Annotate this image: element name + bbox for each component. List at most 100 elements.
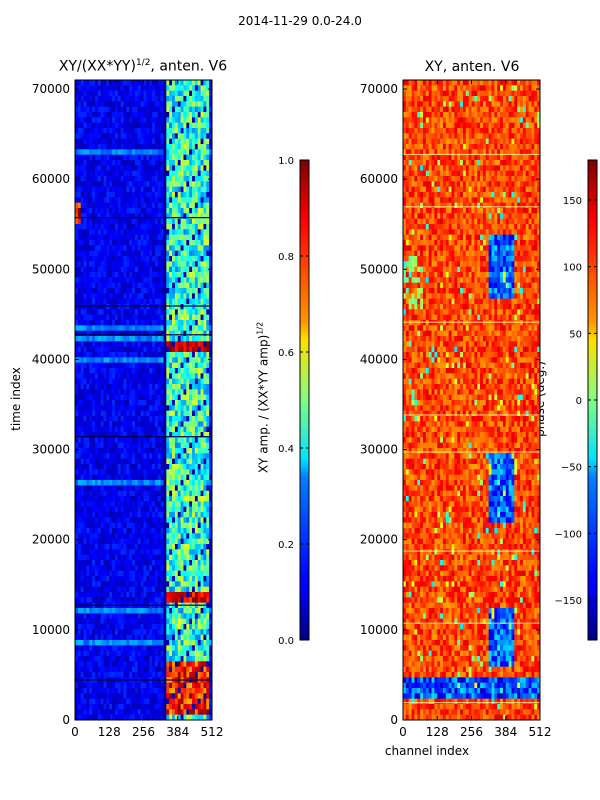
left-heat-cell <box>106 154 110 161</box>
left-heat-cell <box>189 528 193 534</box>
left-heat-cell <box>114 485 119 492</box>
left-heat-cell <box>186 128 190 134</box>
left-heat-cell <box>117 389 122 396</box>
left-heat-cell <box>80 106 84 113</box>
left-heat-cell <box>203 208 207 214</box>
left-heat-cell <box>92 416 96 422</box>
left-heat-cell <box>75 501 79 508</box>
left-heat-cell <box>112 341 116 348</box>
left-heat-cell <box>117 304 122 310</box>
left-heat-cell <box>123 389 127 396</box>
left-heat-cell <box>177 213 181 220</box>
left-heat-cell <box>132 128 136 134</box>
left-heat-cell <box>146 346 150 353</box>
left-heat-cell <box>192 416 196 422</box>
left-heat-cell <box>123 405 127 412</box>
left-heat-cell <box>197 576 201 582</box>
left-heat-cell <box>209 170 213 177</box>
left-heat-cell <box>209 144 213 150</box>
left-heat-cell <box>92 320 96 326</box>
left-heat-cell <box>117 272 122 278</box>
left-heat-cell <box>197 197 201 204</box>
left-heat-cell <box>132 378 136 385</box>
left-heat-cell <box>180 202 184 209</box>
left-heat-cell <box>126 416 130 422</box>
left-heat-cell <box>194 266 199 273</box>
left-heat-cell <box>154 266 159 273</box>
left-heat-cell <box>94 517 99 524</box>
left-heat-cell <box>86 432 90 438</box>
left-heat-cell <box>166 565 170 572</box>
left-heat-cell <box>106 586 110 593</box>
left-heat-cell <box>94 522 99 529</box>
left-heat-cell <box>152 464 156 470</box>
left-heat-cell <box>154 80 159 86</box>
left-heat-cell <box>152 592 156 598</box>
left-heat-cell <box>192 437 196 444</box>
left-heat-cell <box>83 410 87 417</box>
left-heat-cell <box>114 213 119 220</box>
left-heat-cell <box>177 501 181 508</box>
left-heat-cell <box>169 320 173 326</box>
left-heat-cell <box>126 170 130 177</box>
left-heat-cell <box>186 469 190 476</box>
left-heat-cell <box>86 522 90 529</box>
left-heat-cell <box>132 362 136 369</box>
left-heat-cell <box>114 416 119 422</box>
left-heat-cell <box>134 437 139 444</box>
left-heat-cell <box>174 597 179 604</box>
left-heat-cell <box>132 480 136 486</box>
left-heat-cell <box>123 240 127 246</box>
left-heat-cell <box>112 426 116 433</box>
left-heat-cell <box>112 394 116 401</box>
left-heat-cell <box>149 400 153 406</box>
left-heat-cell <box>194 586 199 593</box>
left-heat-cell <box>172 480 176 486</box>
left-heat-cell <box>189 389 193 396</box>
left-heat-cell <box>132 576 136 582</box>
left-heat-cell <box>160 234 164 241</box>
left-heat-cell <box>97 192 102 198</box>
left-heat-cell <box>166 458 170 465</box>
left-heat-cell <box>183 453 187 460</box>
left-heat-cell <box>134 309 139 316</box>
left-heat-cell <box>114 469 119 476</box>
left-heat-cell <box>189 517 193 524</box>
left-heat-cell <box>174 181 179 188</box>
left-heat-cell <box>137 442 142 449</box>
left-heat-cell <box>100 245 104 252</box>
left-heat-cell <box>166 373 170 380</box>
left-heat-cell <box>177 522 181 529</box>
left-heat-cell <box>89 229 93 236</box>
left-heat-cell <box>197 234 201 241</box>
left-heat-cell <box>160 618 164 625</box>
left-heat-cell <box>123 565 127 572</box>
left-heat-cell <box>109 522 113 529</box>
left-heat-cell <box>189 80 193 86</box>
left-heat-cell <box>86 101 90 108</box>
left-heat-cell <box>160 490 164 497</box>
left-heat-cell <box>186 624 190 630</box>
left-heat-cell <box>192 453 196 460</box>
left-heat-cell <box>89 165 93 172</box>
left-heat-cell <box>177 208 181 214</box>
left-heat-cell <box>123 165 127 172</box>
left-heat-cell <box>80 330 84 337</box>
left-heat-cell <box>123 528 127 534</box>
left-heat-cell <box>189 373 193 380</box>
left-heat-cell <box>129 165 133 172</box>
left-heat-cell <box>172 144 176 150</box>
left-heat-cell <box>89 496 93 502</box>
left-heat-cell <box>97 528 102 534</box>
left-heat-cell <box>126 240 130 246</box>
left-heat-cell <box>140 512 144 518</box>
left-heat-cell <box>172 106 176 113</box>
left-heat-cell <box>94 277 99 284</box>
left-heat-cell <box>100 448 104 454</box>
left-heat-cell <box>126 512 130 518</box>
left-heat-cell <box>100 490 104 497</box>
left-heat-cell <box>80 629 84 636</box>
left-heat-cell <box>177 565 181 572</box>
left-heat-cell <box>154 522 159 529</box>
left-heat-cell <box>140 149 144 156</box>
